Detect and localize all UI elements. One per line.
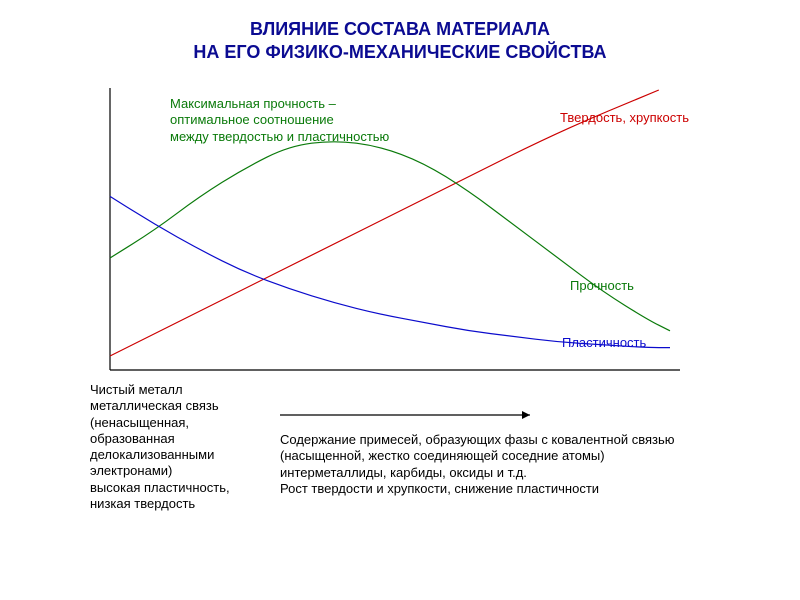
note-pure-metal: Чистый металлметаллическая связь(ненасыщ… — [90, 382, 230, 512]
series-strength — [110, 142, 670, 331]
arrowhead-icon — [522, 411, 530, 419]
note-impurities: Содержание примесей, образующих фазы с к… — [280, 432, 675, 497]
label-hardness: Твердость, хрупкость — [560, 110, 689, 126]
series-plasticity — [110, 196, 670, 347]
label-strength: Прочность — [570, 278, 634, 294]
label-plasticity: Пластичность — [562, 335, 646, 351]
note-optimal-strength: Максимальная прочность –оптимальное соот… — [170, 96, 389, 145]
